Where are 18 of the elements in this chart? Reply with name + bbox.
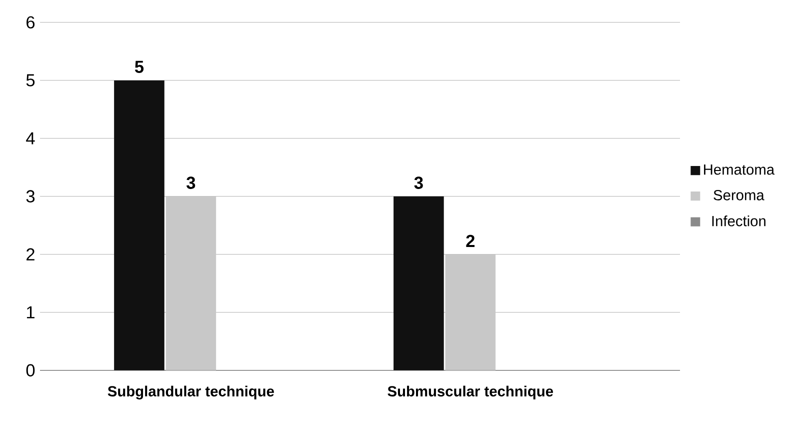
data-label: 3 [186, 176, 196, 189]
y-tick-label: 3 [26, 190, 35, 202]
data-label: 2 [466, 234, 475, 247]
y-tick-label: 5 [26, 74, 35, 86]
legend-label: Infection [712, 216, 766, 226]
legend-label: Seroma [714, 190, 764, 200]
y-tick-label: 2 [26, 248, 34, 260]
x-tick-label: Subglandular technique [108, 386, 274, 400]
data-label: 5 [134, 60, 144, 73]
x-tick-label: Submuscular technique [388, 386, 554, 400]
data-label: 3 [414, 176, 423, 189]
y-tick-label: 6 [26, 16, 35, 28]
y-tick-label: 4 [26, 132, 35, 144]
bar [114, 80, 164, 370]
legend-label: Hematoma [704, 164, 775, 175]
y-tick-label: 0 [26, 364, 35, 376]
bar [394, 196, 444, 370]
y-tick-label: 1 [26, 306, 34, 318]
